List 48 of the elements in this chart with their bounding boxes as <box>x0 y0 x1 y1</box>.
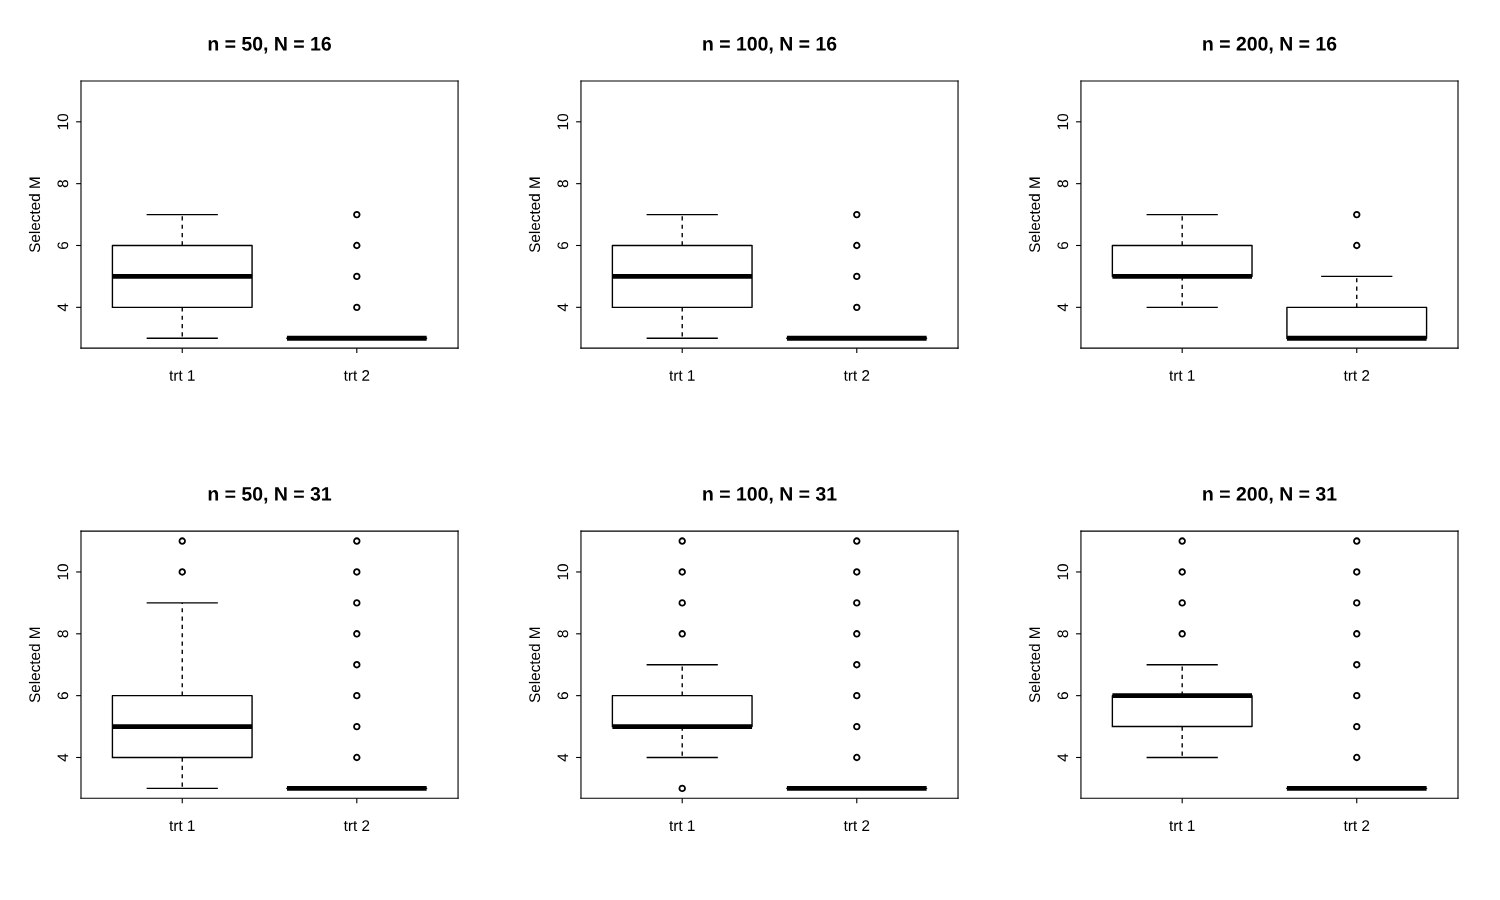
y-tick-label: 6 <box>57 241 69 249</box>
x-tick-label: trt 2 <box>843 370 870 381</box>
y-tick-label: 6 <box>1057 241 1069 249</box>
x-tick-label: trt 2 <box>843 820 870 832</box>
y-tick-label: 8 <box>1057 180 1069 188</box>
x-tick-label: trt 2 <box>1343 370 1370 381</box>
y-tick-label: 4 <box>57 753 69 762</box>
y-tick-label: 8 <box>57 630 69 638</box>
y-tick-label: 8 <box>57 180 69 188</box>
chart-title: n = 200, N = 31 <box>1203 487 1337 504</box>
y-tick-label: 10 <box>557 564 569 580</box>
y-tick-label: 8 <box>557 630 569 638</box>
x-tick-label: trt 1 <box>1169 370 1195 381</box>
x-tick-label: trt 1 <box>669 820 695 832</box>
y-tick-label: 6 <box>1057 692 1069 700</box>
y-tick-label: 4 <box>557 753 569 762</box>
chart-title: n = 50, N = 31 <box>208 487 332 504</box>
y-tick-label: 4 <box>1057 303 1069 312</box>
y-tick-label: 4 <box>57 303 69 312</box>
y-tick-label: 6 <box>57 692 69 700</box>
y-axis-title: Selected M <box>28 627 41 703</box>
y-tick-label: 8 <box>557 180 569 188</box>
x-tick-label: trt 2 <box>343 820 370 832</box>
y-axis-title: Selected M <box>528 177 541 253</box>
y-tick-label: 10 <box>57 113 69 130</box>
y-axis-title: Selected M <box>1028 627 1041 703</box>
x-tick-label: trt 1 <box>169 370 195 381</box>
x-tick-label: trt 2 <box>1343 820 1370 832</box>
y-tick-label: 4 <box>1057 753 1069 762</box>
x-tick-label: trt 1 <box>1169 820 1195 832</box>
x-tick-label: trt 2 <box>343 370 370 381</box>
y-axis-title: Selected M <box>528 627 541 703</box>
x-tick-label: trt 1 <box>169 820 195 832</box>
chart-title: n = 100, N = 31 <box>703 487 837 504</box>
y-tick-label: 6 <box>557 692 569 700</box>
y-tick-label: 10 <box>1057 564 1069 580</box>
y-tick-label: 4 <box>557 303 569 312</box>
y-tick-label: 10 <box>1057 113 1069 130</box>
chart-title: n = 50, N = 16 <box>208 36 331 54</box>
chart-title: n = 100, N = 16 <box>703 36 837 54</box>
y-tick-label: 10 <box>557 113 569 130</box>
y-axis-title: Selected M <box>1028 177 1041 253</box>
y-tick-label: 10 <box>57 564 69 580</box>
y-axis-title: Selected M <box>28 177 41 253</box>
y-tick-label: 8 <box>1057 630 1069 638</box>
x-tick-label: trt 1 <box>669 370 695 381</box>
y-tick-label: 6 <box>557 241 569 249</box>
chart-title: n = 200, N = 16 <box>1203 36 1337 54</box>
